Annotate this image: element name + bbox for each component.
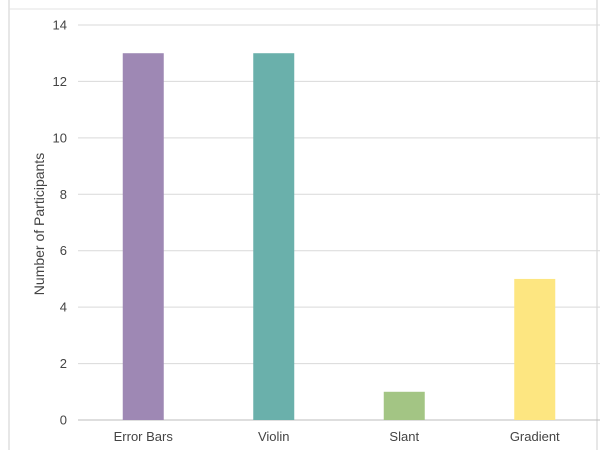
bar-gradient [514,278,556,420]
y-tick-label-14: 14 [53,18,67,33]
x-tick-label-slant: Slant [389,429,419,444]
x-tick-label-violin: Violin [258,429,290,444]
x-tick-label-gradient: Gradient [510,429,560,444]
y-axis-title: Number of Participants [31,153,47,295]
y-tick-label-6: 6 [60,243,67,258]
gridlines [78,24,600,421]
bar-slant [383,391,425,420]
bars [122,53,556,420]
bar-error-bars [122,53,164,420]
bar-violin [253,53,295,420]
y-tick-label-10: 10 [53,130,67,145]
y-tick-label-0: 0 [60,413,67,428]
y-tick-label-2: 2 [60,356,67,371]
axis-labels: 0 2 4 6 8 10 12 14 Error Bars Violin Slant Gradient [53,18,561,445]
y-tick-label-8: 8 [60,187,67,202]
x-tick-label-error-bars: Error Bars [114,429,174,444]
y-tick-label-4: 4 [60,300,67,315]
y-tick-label-12: 12 [53,74,67,89]
